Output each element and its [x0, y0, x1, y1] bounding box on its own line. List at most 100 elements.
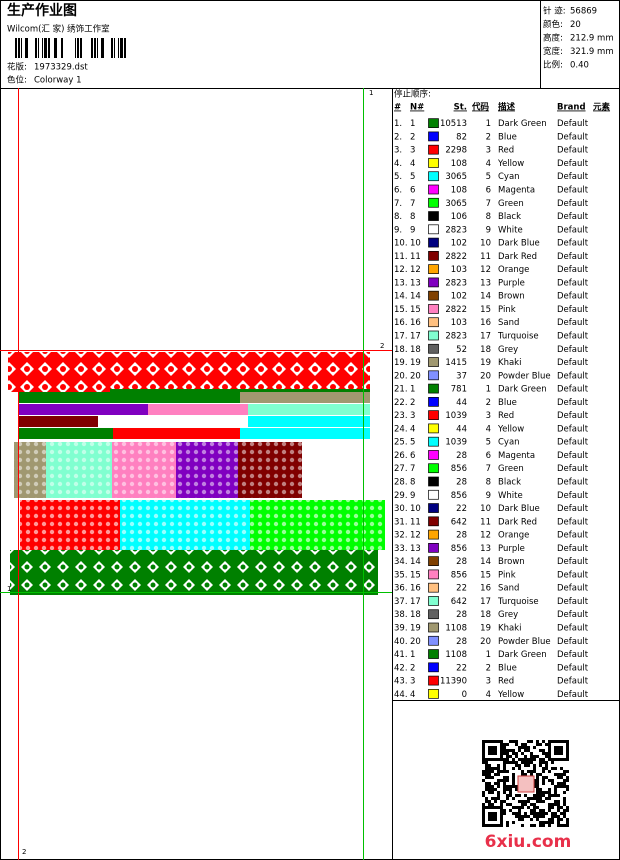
qr-cell	[506, 821, 509, 824]
qr-cell	[557, 815, 560, 818]
qr-cell	[548, 791, 551, 794]
stitch-count: 106	[451, 212, 467, 222]
brand: Default	[557, 132, 589, 142]
brand: Default	[557, 451, 589, 461]
color-swatch	[428, 118, 439, 128]
qr-cell	[521, 800, 524, 803]
qr-cell	[521, 815, 524, 818]
color-code: 8	[486, 478, 491, 488]
qr-cell	[497, 770, 500, 773]
color-code: 13	[480, 278, 491, 288]
bar	[118, 38, 119, 58]
qr-cell	[485, 740, 488, 743]
qr-cell	[491, 824, 494, 827]
qr-cell	[509, 794, 512, 797]
qr-cell	[482, 806, 485, 809]
color-swatch	[428, 343, 439, 354]
qr-cell	[503, 779, 506, 782]
needle-number: 19	[410, 624, 421, 634]
needle-number: 2	[410, 398, 415, 408]
stop-number: 33.	[394, 544, 408, 554]
qr-cell	[563, 779, 566, 782]
qr-cell	[518, 749, 521, 752]
qr-cell	[545, 767, 548, 770]
needle-number: 1	[410, 650, 415, 660]
qr-cell	[548, 770, 551, 773]
color-swatch	[428, 237, 439, 248]
qr-cell	[530, 773, 533, 776]
qr-cell	[527, 806, 530, 809]
needle-number: 3	[410, 146, 415, 156]
qr-cell	[524, 761, 527, 764]
qr-cell	[563, 740, 566, 743]
qr-cell	[500, 749, 503, 752]
qr-cell	[518, 809, 521, 812]
qr-cell	[512, 785, 515, 788]
color-code: 7	[486, 464, 491, 474]
qr-cell	[518, 812, 521, 815]
stop-number: 22.	[394, 398, 408, 408]
barcode	[15, 38, 126, 58]
qr-cell	[509, 788, 512, 791]
stop-number: 28.	[394, 478, 408, 488]
stop-number: 26.	[394, 451, 408, 461]
qr-cell	[494, 800, 497, 803]
color-code: 15	[480, 305, 491, 315]
qr-cell	[536, 812, 539, 815]
qr-cell	[512, 776, 515, 779]
brand: Default	[557, 358, 589, 368]
color-name: Powder Blue	[498, 637, 551, 647]
qr-cell	[551, 740, 554, 743]
color-swatch	[428, 675, 439, 686]
qr-cell	[512, 782, 515, 785]
qr-cell	[554, 752, 557, 755]
color-name: Purple	[498, 278, 525, 288]
qr-cell	[566, 743, 569, 746]
qr-cell	[530, 824, 533, 827]
qr-cell	[566, 755, 569, 758]
bar	[124, 38, 126, 58]
qr-cell	[542, 779, 545, 782]
qr-cell	[503, 770, 506, 773]
color-name: Black	[498, 212, 521, 222]
qr-cell	[497, 773, 500, 776]
qr-cell	[497, 779, 500, 782]
color-swatch	[428, 304, 439, 314]
qr-cell	[530, 803, 533, 806]
qr-cell	[551, 794, 554, 797]
color-code: 9	[486, 491, 491, 501]
qr-cell	[554, 758, 557, 761]
qr-cell	[491, 791, 494, 794]
qr-cell	[485, 806, 488, 809]
qr-cell	[530, 770, 533, 773]
qr-cell	[533, 746, 536, 749]
stop-number: 5.	[394, 172, 402, 182]
color-name: Dark Green	[498, 650, 547, 660]
color-name: Yellow	[497, 159, 524, 169]
color-swatch	[428, 436, 439, 447]
color-swatch	[428, 556, 439, 566]
qr-cell	[542, 791, 545, 794]
qr-cell	[551, 782, 554, 785]
qr-cell	[494, 815, 497, 818]
color-code: 7	[486, 199, 491, 209]
color-code: 6	[486, 451, 491, 461]
qr-cell	[566, 746, 569, 749]
stat-label: 高度:	[543, 33, 563, 44]
qr-cell	[500, 743, 503, 746]
brand: Default	[557, 504, 589, 514]
column-header: St.	[454, 103, 467, 113]
qr-cell	[488, 740, 491, 743]
brand: Default	[557, 371, 589, 381]
bar	[44, 38, 47, 58]
brand: Default	[557, 584, 589, 594]
color-swatch	[428, 503, 439, 513]
qr-cell	[533, 767, 536, 770]
qr-cell	[566, 824, 569, 827]
color-swatch	[428, 317, 439, 328]
stop-number: 25.	[394, 438, 408, 448]
qr-cell	[563, 785, 566, 788]
color-code: 15	[480, 570, 491, 580]
color-swatch	[428, 224, 439, 235]
qr-cell	[482, 773, 485, 776]
